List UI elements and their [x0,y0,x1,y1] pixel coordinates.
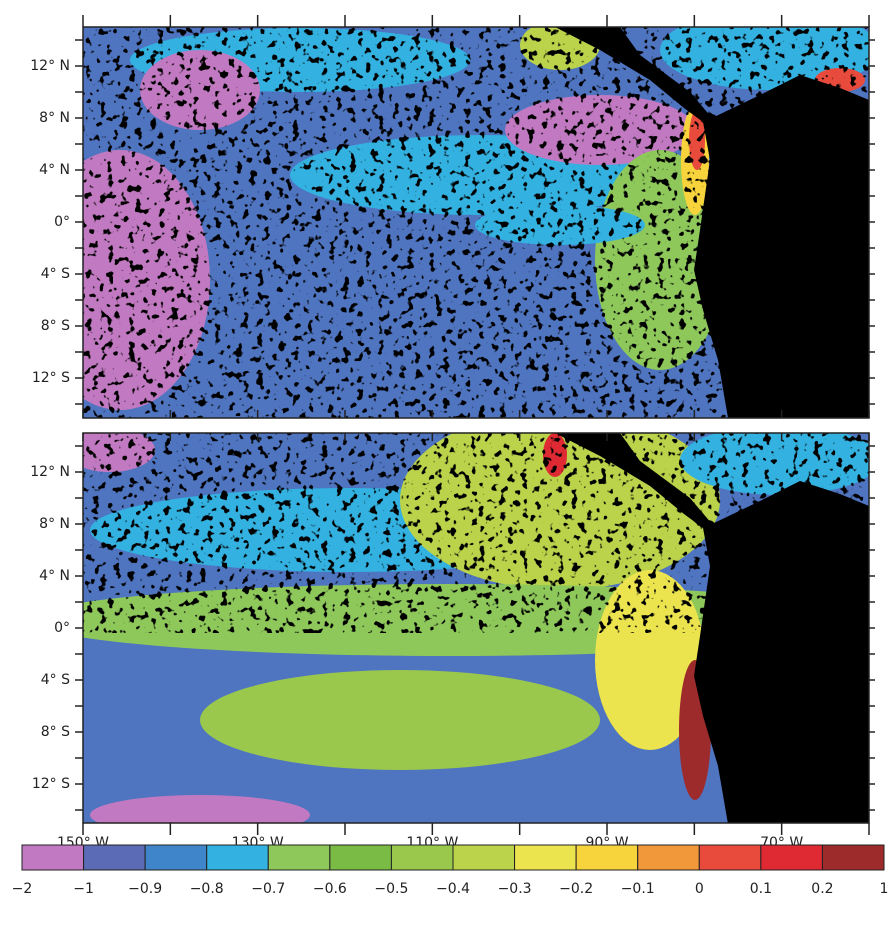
colorbar-label: −0.2 [559,881,593,897]
colorbar-cell [637,844,700,871]
colorbar-cell [760,844,823,871]
y-axis-label: 8° S [41,724,70,740]
y-axis-label: 12° S [32,776,70,792]
y-axis-label: 8° N [39,110,70,126]
colorbar-label: −0.3 [498,881,532,897]
colorbar-label: −0.5 [374,881,408,897]
map-panel-bottom [83,433,869,823]
y-axis-label: 0° [54,620,70,636]
y-axis-label: 12° N [30,58,70,74]
y-axis-label: 4° N [39,162,70,178]
colorbar-label: 0.1 [750,881,772,897]
colorbar-cell [329,844,392,871]
region [200,670,600,770]
y-axis-label: 0° [54,214,70,230]
colorbar-label: −0.6 [313,881,347,897]
colorbar-cell [821,844,885,871]
colorbar-label: −0.1 [621,881,655,897]
y-axis-label: 4° N [39,568,70,584]
colorbar-label: −0.9 [128,881,162,897]
y-axis-label: 12° S [32,370,70,386]
colorbar-cell [575,844,639,871]
colorbar-cell [698,844,762,871]
colorbar-cell [390,844,454,871]
colorbar-cell [267,844,331,871]
colorbar-label: −0.8 [190,881,224,897]
y-axis-label: 12° N [30,464,70,480]
colorbar-label: −1 [73,881,94,897]
map-panel-top [83,27,869,418]
colorbar-label: −0.4 [436,881,470,897]
colorbar-label: −0.7 [251,881,285,897]
y-axis-label: 4° S [41,672,70,688]
y-axis-label: 4° S [41,266,70,282]
region [90,795,310,823]
colorbar-cell [514,844,577,871]
colorbar-cell [452,844,516,871]
colorbar-cell [144,844,208,871]
colorbar-cell [206,844,269,871]
colorbar-label: 0 [695,881,704,897]
colorbar-label: 0.2 [811,881,833,897]
colorbar-label: −2 [12,881,33,897]
colorbar-cell [21,844,85,871]
y-axis-label: 8° N [39,516,70,532]
y-axis-label: 8° S [41,318,70,334]
colorbar-label: 1 [880,881,889,897]
colorbar-cell [83,844,146,871]
